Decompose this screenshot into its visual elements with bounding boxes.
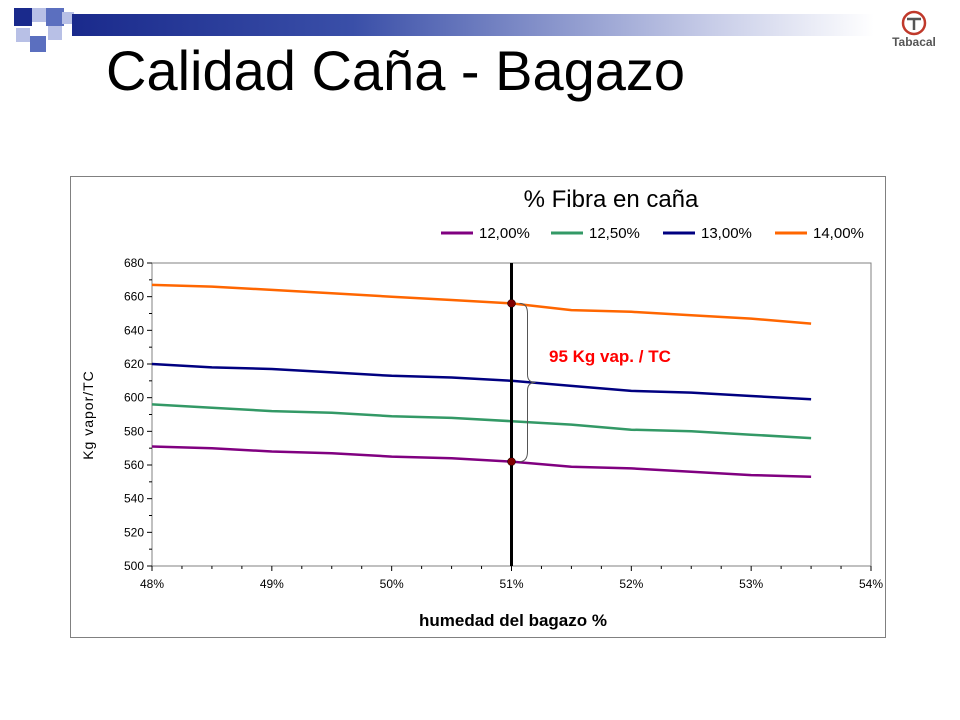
chart-frame: % Fibra en caña 12,00% 12,50% 13,00% 14,00%…	[70, 176, 886, 638]
y-tick-label: 660	[124, 290, 144, 304]
legend-label: 12,00%	[479, 225, 530, 242]
y-axis-label: Kg vapor/TC	[80, 370, 96, 460]
x-tick-label: 51%	[499, 577, 523, 591]
header-square-5	[30, 36, 46, 52]
header-square-1	[14, 8, 32, 26]
x-tick-label: 48%	[140, 577, 164, 591]
x-axis-label: humedad del bagazo %	[419, 611, 607, 630]
series-line-2	[151, 403, 812, 440]
y-tick-label: 640	[124, 323, 144, 337]
header-square-3	[46, 8, 64, 26]
annotation-brace	[519, 302, 536, 463]
y-tick-label: 540	[124, 492, 144, 506]
header-square-4	[16, 28, 30, 42]
y-tick-label: 520	[124, 525, 144, 539]
y-tick-label: 560	[124, 458, 144, 472]
y-tick-label: 500	[124, 559, 144, 573]
legend-label: 14,00%	[813, 225, 864, 242]
y-tick-label: 680	[124, 256, 144, 270]
x-tick-label: 49%	[260, 577, 284, 591]
marker-point	[507, 299, 516, 308]
series-line-4	[151, 283, 812, 325]
y-tick-label: 580	[124, 424, 144, 438]
x-tick-label: 50%	[380, 577, 404, 591]
series-line-1	[151, 445, 812, 479]
line-chart: % Fibra en caña 12,00% 12,50% 13,00% 14,00%…	[80, 186, 885, 630]
series-layer	[151, 283, 812, 479]
header-square-6	[48, 26, 62, 40]
legend-box	[429, 217, 885, 249]
logo-text: Tabacal	[892, 35, 936, 49]
header-bar	[72, 14, 874, 36]
legend-label: 13,00%	[701, 225, 752, 242]
header-square-2	[32, 8, 46, 22]
y-tick-label: 620	[124, 357, 144, 371]
chart-legend: 12,00% 12,50% 13,00% 14,00%	[429, 217, 885, 249]
marker-layer	[507, 263, 536, 566]
header-square-7	[62, 12, 74, 24]
marker-point	[507, 457, 516, 466]
x-tick-label: 53%	[739, 577, 763, 591]
legend-label: 12,50%	[589, 225, 640, 242]
x-tick-label: 52%	[619, 577, 643, 591]
company-logo: Tabacal	[884, 10, 944, 52]
x-axis: 48% 49% 50% 51% 52% 53% 54%	[140, 566, 883, 591]
series-line-3	[151, 362, 812, 401]
slide-title: Calidad Caña - Bagazo	[106, 39, 686, 102]
chart-title: % Fibra en caña	[524, 186, 699, 213]
y-axis: 500 520 540 560 580 600 620 640 660 680	[124, 256, 152, 573]
x-tick-label: 54%	[859, 577, 883, 591]
annotation-label: 95 Kg vap. / TC	[549, 347, 671, 366]
y-tick-label: 600	[124, 391, 144, 405]
